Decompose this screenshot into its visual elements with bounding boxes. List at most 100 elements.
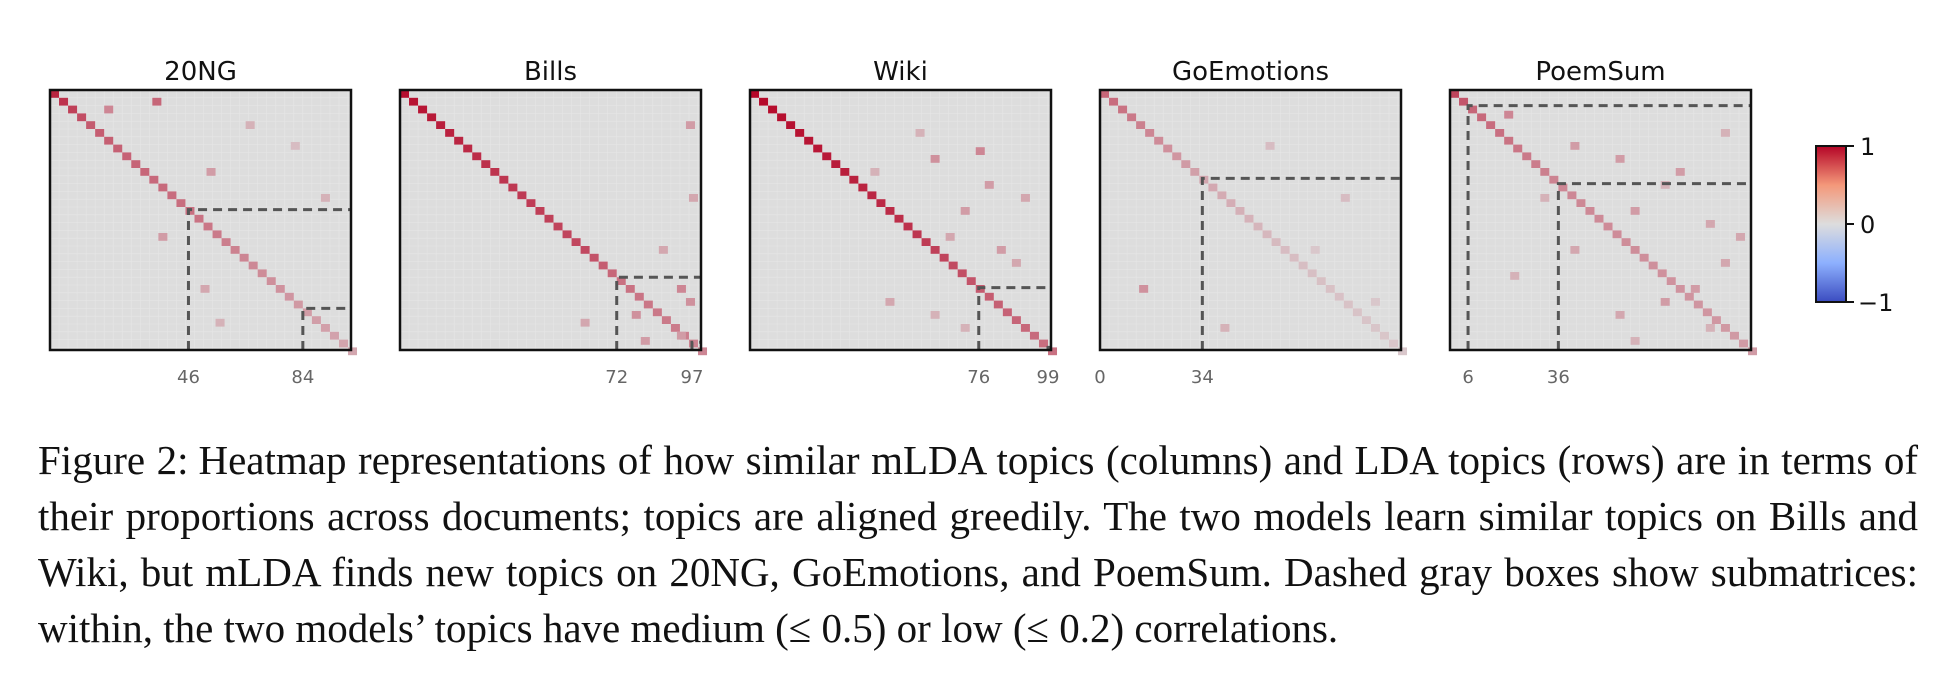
heatmap-cell xyxy=(1630,337,1640,345)
heatmap-cell-diagonal xyxy=(1280,246,1290,254)
heatmap-cell-diagonal xyxy=(1271,238,1281,246)
heatmap-cell-diagonal xyxy=(1720,324,1730,332)
heatmap-cell-diagonal xyxy=(1127,113,1137,122)
heatmap-cell-diagonal xyxy=(544,214,554,223)
heatmap-cell xyxy=(960,207,970,215)
submatrix-dashed-box xyxy=(690,340,701,350)
heatmap-cell-diagonal xyxy=(1208,183,1218,192)
heatmap-cell xyxy=(1139,285,1149,293)
heatmap-cell-diagonal xyxy=(1540,168,1550,176)
heatmap-cell-diagonal xyxy=(1253,222,1263,231)
colorbar: 1 0 −1 xyxy=(1815,133,1893,317)
x-tick-label: 72 xyxy=(605,367,628,388)
caption-label: Figure 2: xyxy=(38,437,189,483)
heatmap-cell-diagonal xyxy=(1603,222,1613,231)
heatmap-cell-diagonal xyxy=(1648,261,1658,270)
x-tick-label: 99 xyxy=(1037,367,1060,388)
heatmap-cell-diagonal xyxy=(1118,105,1128,114)
heatmap-cell xyxy=(580,318,590,327)
heatmap-cell xyxy=(1265,142,1275,150)
heatmap-cell-diagonal xyxy=(463,144,473,153)
heatmap-figure: 20NG 46 84 Bills 72 97 Wiki 76 99 GoEmotions 0 34 Po… xyxy=(48,57,1893,388)
heatmap-cell-diagonal xyxy=(445,129,455,137)
heatmap-cell-diagonal xyxy=(400,90,410,98)
heatmap-cell-diagonal xyxy=(804,136,814,145)
heatmap-cell-diagonal xyxy=(302,308,312,317)
heatmap-cell xyxy=(206,168,216,176)
heatmap-cell-diagonal xyxy=(1190,168,1200,176)
heatmap-cell-diagonal xyxy=(1729,331,1739,340)
heatmap-cell xyxy=(631,311,641,319)
heatmap-cell-diagonal xyxy=(149,175,159,184)
heatmap-cell-diagonal xyxy=(750,90,760,98)
heatmap-cell xyxy=(676,331,686,340)
heatmap-cell-diagonal xyxy=(1477,113,1487,122)
heatmap-cell-diagonal xyxy=(113,144,123,153)
figure-caption: Figure 2: Heatmap representations of how … xyxy=(38,432,1918,656)
x-tick-label: 97 xyxy=(681,367,704,388)
heatmap-cell-diagonal xyxy=(643,300,653,309)
heatmap-cell xyxy=(1675,168,1685,176)
heatmap-cell-diagonal xyxy=(1154,136,1164,145)
heatmap-cell-diagonal xyxy=(634,292,644,301)
heatmap-cell xyxy=(685,298,695,306)
heatmap-cell-diagonal xyxy=(1702,308,1712,317)
heatmap-cell-diagonal xyxy=(1343,300,1353,309)
heatmap-cell-diagonal xyxy=(849,175,859,184)
heatmap-cell-diagonal xyxy=(993,300,1003,309)
heatmap-cell-diagonal xyxy=(1047,347,1058,356)
x-tick-label: 76 xyxy=(967,367,990,388)
submatrix-dashed-box xyxy=(977,286,1051,350)
heatmap-cell xyxy=(158,233,168,241)
heatmap-cell xyxy=(1020,194,1030,202)
heatmap-cell-diagonal xyxy=(1379,331,1389,340)
heatmap-cell-diagonal xyxy=(1289,253,1299,262)
heatmap-cell xyxy=(1705,324,1715,332)
heatmap-cell-diagonal xyxy=(436,121,446,129)
heatmap-cell-diagonal xyxy=(1011,316,1021,324)
heatmap-cell-diagonal xyxy=(1370,324,1380,332)
heatmap-cell-diagonal xyxy=(1397,347,1408,356)
heatmap-cell-diagonal xyxy=(1468,105,1478,114)
heatmap-cell xyxy=(1504,110,1514,119)
colorbar-label-zero: 0 xyxy=(1860,211,1875,239)
heatmap-cell-diagonal xyxy=(1352,308,1362,317)
heatmap-cell-diagonal xyxy=(131,160,141,168)
heatmap-frame xyxy=(748,88,1053,352)
heatmap-cell-diagonal xyxy=(652,308,662,317)
heatmap-cell-diagonal xyxy=(777,113,787,122)
heatmap-cell-diagonal xyxy=(1307,269,1317,278)
x-tick-label: 0 xyxy=(1094,367,1105,388)
heatmap-cell xyxy=(1220,324,1230,332)
heatmap-cell-diagonal xyxy=(1334,292,1344,301)
heatmap-cell-diagonal xyxy=(1621,238,1631,246)
submatrix-dashed-box xyxy=(615,275,701,350)
heatmap-cell-diagonal xyxy=(59,97,69,106)
heatmap-cell-diagonal xyxy=(1145,129,1155,137)
heatmap-cell-diagonal xyxy=(589,253,599,262)
heatmap-cell xyxy=(870,168,880,176)
heatmap-cell xyxy=(945,233,955,241)
heatmap-cell xyxy=(1720,259,1730,267)
heatmap-cell-diagonal xyxy=(688,339,698,348)
heatmap-cell xyxy=(1310,246,1320,254)
heatmap-cell-diagonal xyxy=(77,113,87,122)
heatmap-cell-diagonal xyxy=(1100,90,1110,98)
submatrix-dashed-box xyxy=(186,208,351,350)
heatmap-cell-diagonal xyxy=(966,277,976,285)
heatmap-cell xyxy=(960,324,970,332)
heatmap-cell-diagonal xyxy=(1711,316,1721,324)
heatmap-cell-diagonal xyxy=(867,191,877,200)
heatmap-cell-diagonal xyxy=(562,230,572,239)
heatmap-cell xyxy=(290,142,300,150)
heatmap-cell-diagonal xyxy=(158,183,168,192)
heatmap-cell-diagonal xyxy=(1693,300,1703,309)
heatmap-cell-diagonal xyxy=(1630,246,1640,254)
heatmap-cell-diagonal xyxy=(481,160,491,168)
panel-title: 20NG xyxy=(164,57,237,87)
heatmap-cell-diagonal xyxy=(194,214,204,223)
heatmap-cell-diagonal xyxy=(490,168,500,176)
panel-title: GoEmotions xyxy=(1172,57,1329,87)
heatmap-cell-diagonal xyxy=(1495,129,1505,137)
colorbar-gradient xyxy=(1815,145,1847,303)
